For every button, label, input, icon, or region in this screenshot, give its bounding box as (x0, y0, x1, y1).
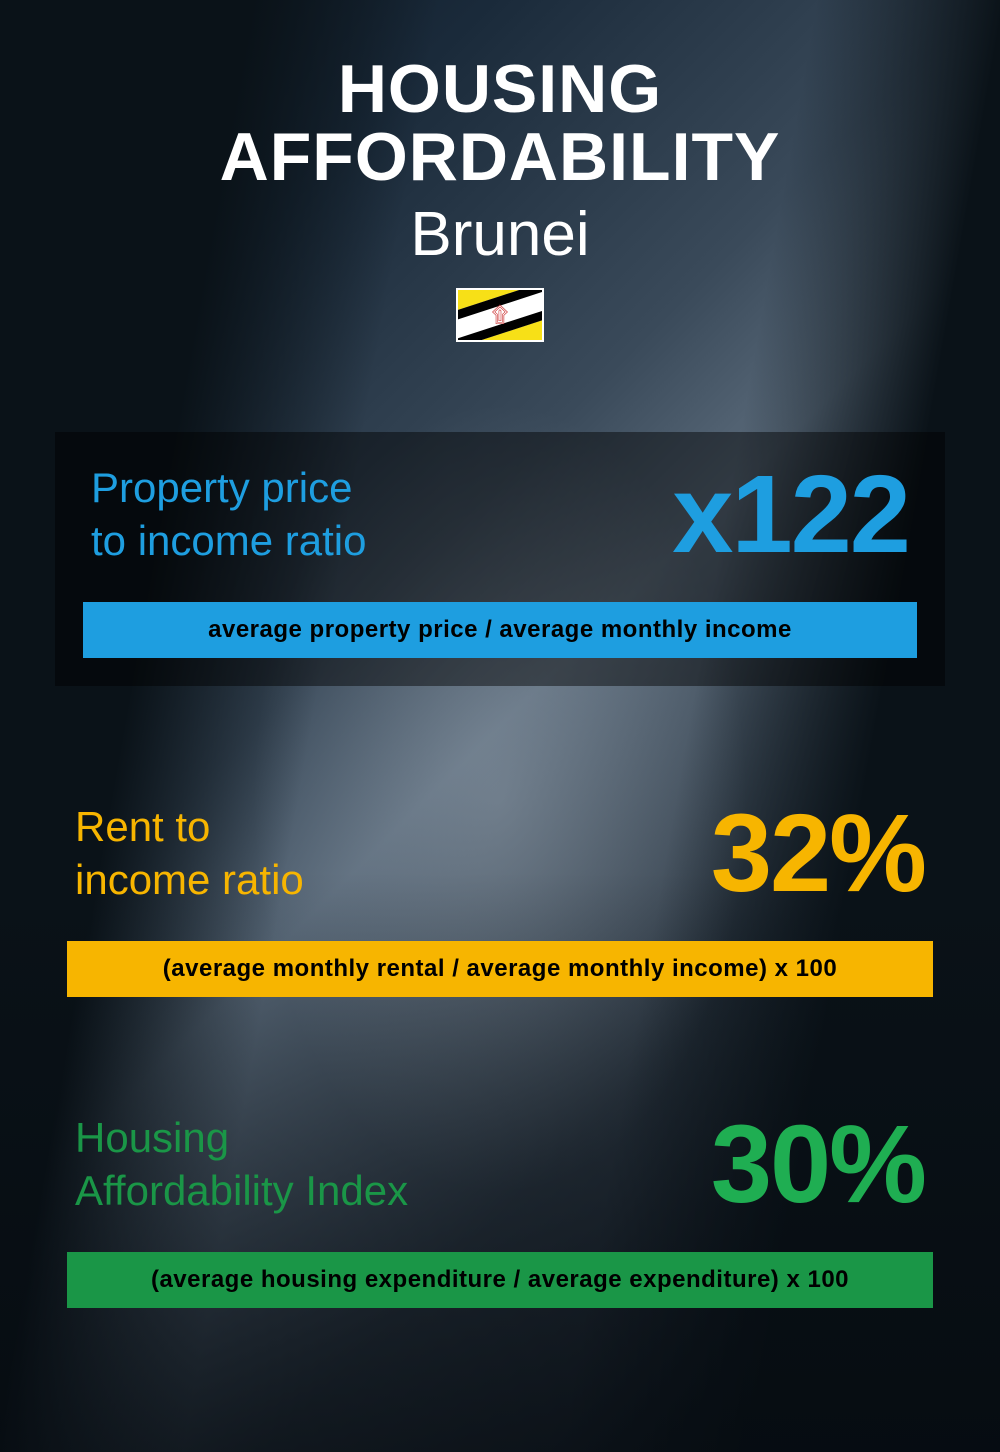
metric-value: 32% (711, 804, 925, 903)
metric-label-line2: Affordability Index (75, 1167, 408, 1214)
metric-row: Rent to income ratio 32% (67, 801, 933, 906)
metric-panel-rent: Rent to income ratio 32% (average monthl… (55, 801, 945, 997)
header: HOUSING AFFORDABILITY Brunei ۩ (55, 55, 945, 342)
metric-row: Property price to income ratio x122 (83, 462, 917, 567)
metric-label: Property price to income ratio (91, 462, 366, 567)
main-title: HOUSING AFFORDABILITY (55, 55, 945, 191)
metric-value: x122 (672, 465, 909, 564)
metric-label-line1: Housing (75, 1114, 229, 1161)
formula-bar: average property price / average monthly… (83, 602, 917, 658)
metric-label: Housing Affordability Index (75, 1112, 408, 1217)
country-subtitle: Brunei (55, 199, 945, 270)
metric-panel-property-price: Property price to income ratio x122 aver… (55, 432, 945, 686)
metric-label-line2: income ratio (75, 856, 304, 903)
metric-label-line1: Property price (91, 464, 352, 511)
brunei-flag-icon: ۩ (456, 288, 544, 342)
formula-bar: (average monthly rental / average monthl… (67, 941, 933, 997)
metric-label: Rent to income ratio (75, 801, 304, 906)
metric-label-line2: to income ratio (91, 517, 366, 564)
metric-label-line1: Rent to (75, 803, 210, 850)
metric-panel-affordability-index: Housing Affordability Index 30% (average… (55, 1112, 945, 1308)
formula-bar: (average housing expenditure / average e… (67, 1252, 933, 1308)
metric-value: 30% (711, 1115, 925, 1214)
infographic-container: HOUSING AFFORDABILITY Brunei ۩ Property … (0, 0, 1000, 1452)
metric-row: Housing Affordability Index 30% (67, 1112, 933, 1217)
flag-emblem-icon: ۩ (492, 302, 509, 328)
